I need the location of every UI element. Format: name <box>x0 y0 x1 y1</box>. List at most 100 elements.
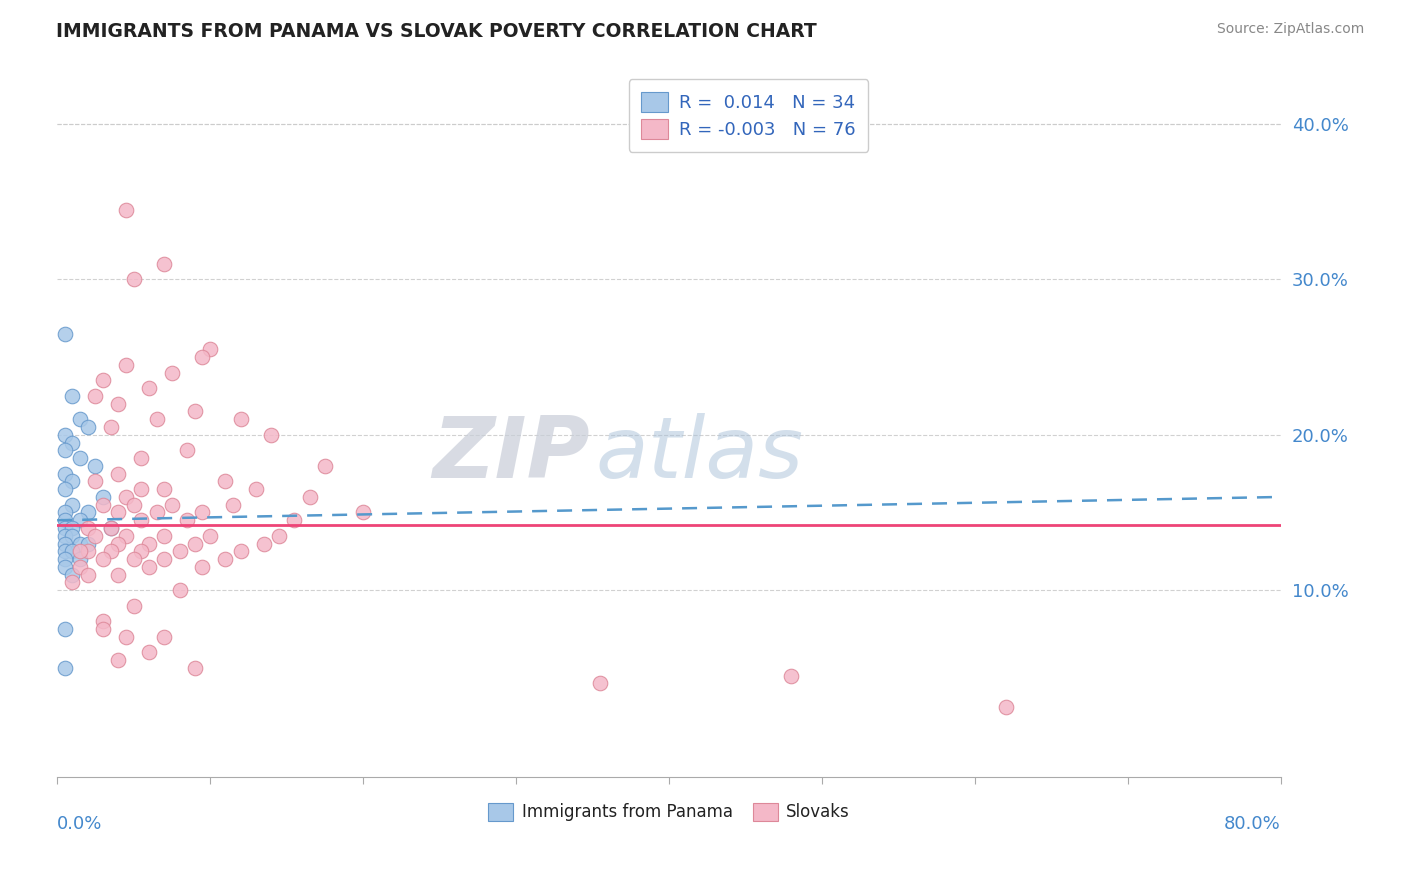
Point <box>53 427 76 442</box>
Point <box>214 475 236 489</box>
Point <box>222 498 245 512</box>
Point <box>107 506 129 520</box>
Point <box>69 536 91 550</box>
Point <box>184 661 207 675</box>
Point <box>76 544 98 558</box>
Y-axis label: Poverty: Poverty <box>0 393 8 461</box>
Point <box>100 521 122 535</box>
Point <box>62 567 84 582</box>
Point <box>62 389 84 403</box>
Point <box>176 513 198 527</box>
Point <box>53 529 76 543</box>
Point <box>91 614 114 628</box>
Point <box>107 467 129 481</box>
Point <box>253 536 276 550</box>
Point <box>115 630 138 644</box>
Point <box>298 490 321 504</box>
Point <box>314 458 336 473</box>
Point <box>153 257 176 271</box>
Point <box>176 443 198 458</box>
Point <box>589 676 612 690</box>
Point <box>91 622 114 636</box>
Point <box>138 536 160 550</box>
Point <box>107 397 129 411</box>
Point <box>191 506 214 520</box>
Point <box>138 560 160 574</box>
Point <box>191 350 214 364</box>
Point <box>214 552 236 566</box>
Point <box>160 366 183 380</box>
Text: ZIP: ZIP <box>432 414 589 497</box>
Point <box>53 506 76 520</box>
Point <box>91 490 114 504</box>
Point <box>115 490 138 504</box>
Point <box>76 506 98 520</box>
Point <box>53 661 76 675</box>
Point <box>76 567 98 582</box>
Point <box>169 583 191 598</box>
Point <box>84 475 107 489</box>
Point <box>76 521 98 535</box>
Point <box>138 381 160 395</box>
Point <box>145 412 167 426</box>
Point <box>198 529 221 543</box>
Point <box>145 506 167 520</box>
Point <box>184 404 207 418</box>
Point <box>122 552 145 566</box>
Point <box>229 544 252 558</box>
Point <box>115 529 138 543</box>
Point <box>84 458 107 473</box>
Point <box>138 645 160 659</box>
Point <box>184 536 207 550</box>
Point <box>107 536 129 550</box>
Point <box>122 599 145 613</box>
Text: atlas: atlas <box>596 414 804 497</box>
Point <box>131 513 153 527</box>
Point <box>122 498 145 512</box>
Point <box>198 343 221 357</box>
Text: 0.0%: 0.0% <box>58 815 103 833</box>
Point <box>780 668 803 682</box>
Point <box>53 536 76 550</box>
Point <box>69 451 91 466</box>
Point <box>260 427 283 442</box>
Point <box>107 567 129 582</box>
Point <box>100 521 122 535</box>
Point <box>53 560 76 574</box>
Point <box>160 498 183 512</box>
Point <box>229 412 252 426</box>
Point <box>69 412 91 426</box>
Point <box>76 420 98 434</box>
Point <box>84 389 107 403</box>
Point <box>100 544 122 558</box>
Point <box>53 513 76 527</box>
Point <box>53 326 76 341</box>
Point <box>69 513 91 527</box>
Point <box>69 544 91 558</box>
Point <box>62 529 84 543</box>
Point <box>352 506 374 520</box>
Text: IMMIGRANTS FROM PANAMA VS SLOVAK POVERTY CORRELATION CHART: IMMIGRANTS FROM PANAMA VS SLOVAK POVERTY… <box>56 22 817 41</box>
Point <box>53 552 76 566</box>
Point <box>153 482 176 496</box>
Point <box>62 435 84 450</box>
Point <box>131 482 153 496</box>
Point <box>153 552 176 566</box>
Point <box>69 560 91 574</box>
Point <box>62 544 84 558</box>
Point <box>53 482 76 496</box>
Point <box>62 521 84 535</box>
Point <box>91 498 114 512</box>
Point <box>131 451 153 466</box>
Point <box>131 544 153 558</box>
Point <box>267 529 290 543</box>
Point <box>62 498 84 512</box>
Point <box>62 475 84 489</box>
Point <box>53 622 76 636</box>
Point <box>53 443 76 458</box>
Point <box>115 202 138 217</box>
Point <box>153 529 176 543</box>
Point <box>76 536 98 550</box>
Point <box>245 482 267 496</box>
Point <box>91 552 114 566</box>
